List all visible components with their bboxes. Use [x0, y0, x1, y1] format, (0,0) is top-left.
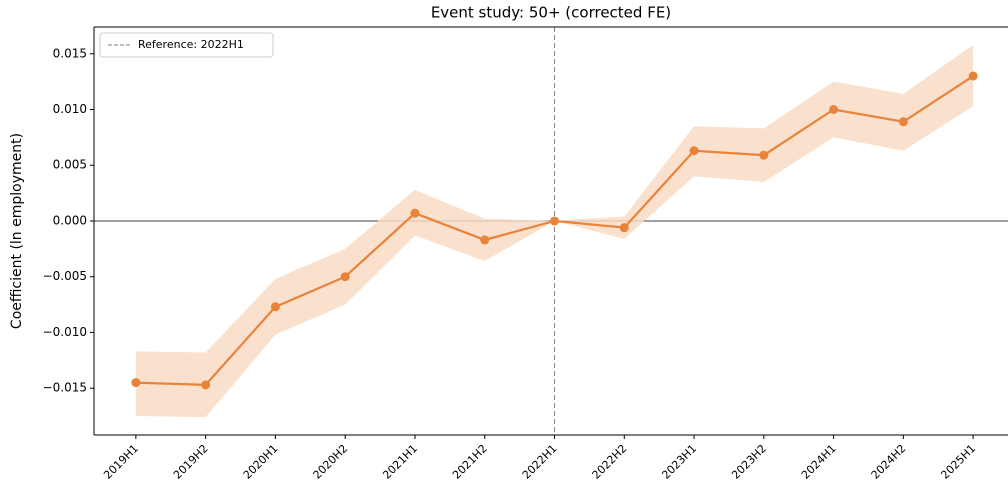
point [410, 208, 420, 218]
legend-label: Reference: 2022H1 [138, 38, 244, 51]
x-tick-label: 2023H1 [659, 442, 699, 482]
chart-title: Event study: 50+ (corrected FE) [431, 4, 671, 22]
confidence-band [135, 44, 974, 418]
legend-box [99, 32, 274, 58]
point [340, 272, 350, 282]
point [689, 146, 699, 156]
x-tick-label: 2022H1 [520, 442, 560, 482]
point [480, 235, 490, 245]
point [759, 150, 769, 160]
point [619, 223, 629, 233]
point [270, 302, 280, 312]
y-tick-label: −0.010 [43, 325, 87, 339]
x-tick-label: 2025H1 [938, 442, 978, 482]
point [968, 71, 978, 81]
x-tick-label: 2021H1 [380, 442, 420, 482]
x-tick-label: 2019H2 [171, 442, 211, 482]
x-tick-label: 2024H1 [799, 442, 839, 482]
y-axis-label: Coefficient (ln employment) [9, 133, 25, 329]
point [898, 117, 908, 127]
y-tick-label: −0.005 [43, 269, 87, 283]
point [829, 104, 839, 114]
y-tick-label: 0.000 [53, 213, 87, 227]
x-tick-label: 2021H2 [450, 442, 490, 482]
y-tick-label: 0.005 [53, 158, 87, 172]
y-tick-label: 0.015 [53, 46, 87, 60]
point [131, 378, 141, 388]
point [201, 380, 211, 390]
point [550, 216, 559, 226]
x-tick-label: 2020H2 [311, 442, 351, 482]
x-tick-label: 2024H2 [869, 442, 909, 482]
x-tick-label: 2020H1 [241, 442, 281, 482]
y-tick-label: −0.015 [43, 381, 87, 395]
y-tick-label: 0.010 [53, 102, 87, 116]
x-tick-label: 2019H1 [101, 442, 141, 482]
x-tick-label: 2022H2 [590, 442, 630, 482]
x-tick-label: 2023H2 [729, 442, 769, 482]
